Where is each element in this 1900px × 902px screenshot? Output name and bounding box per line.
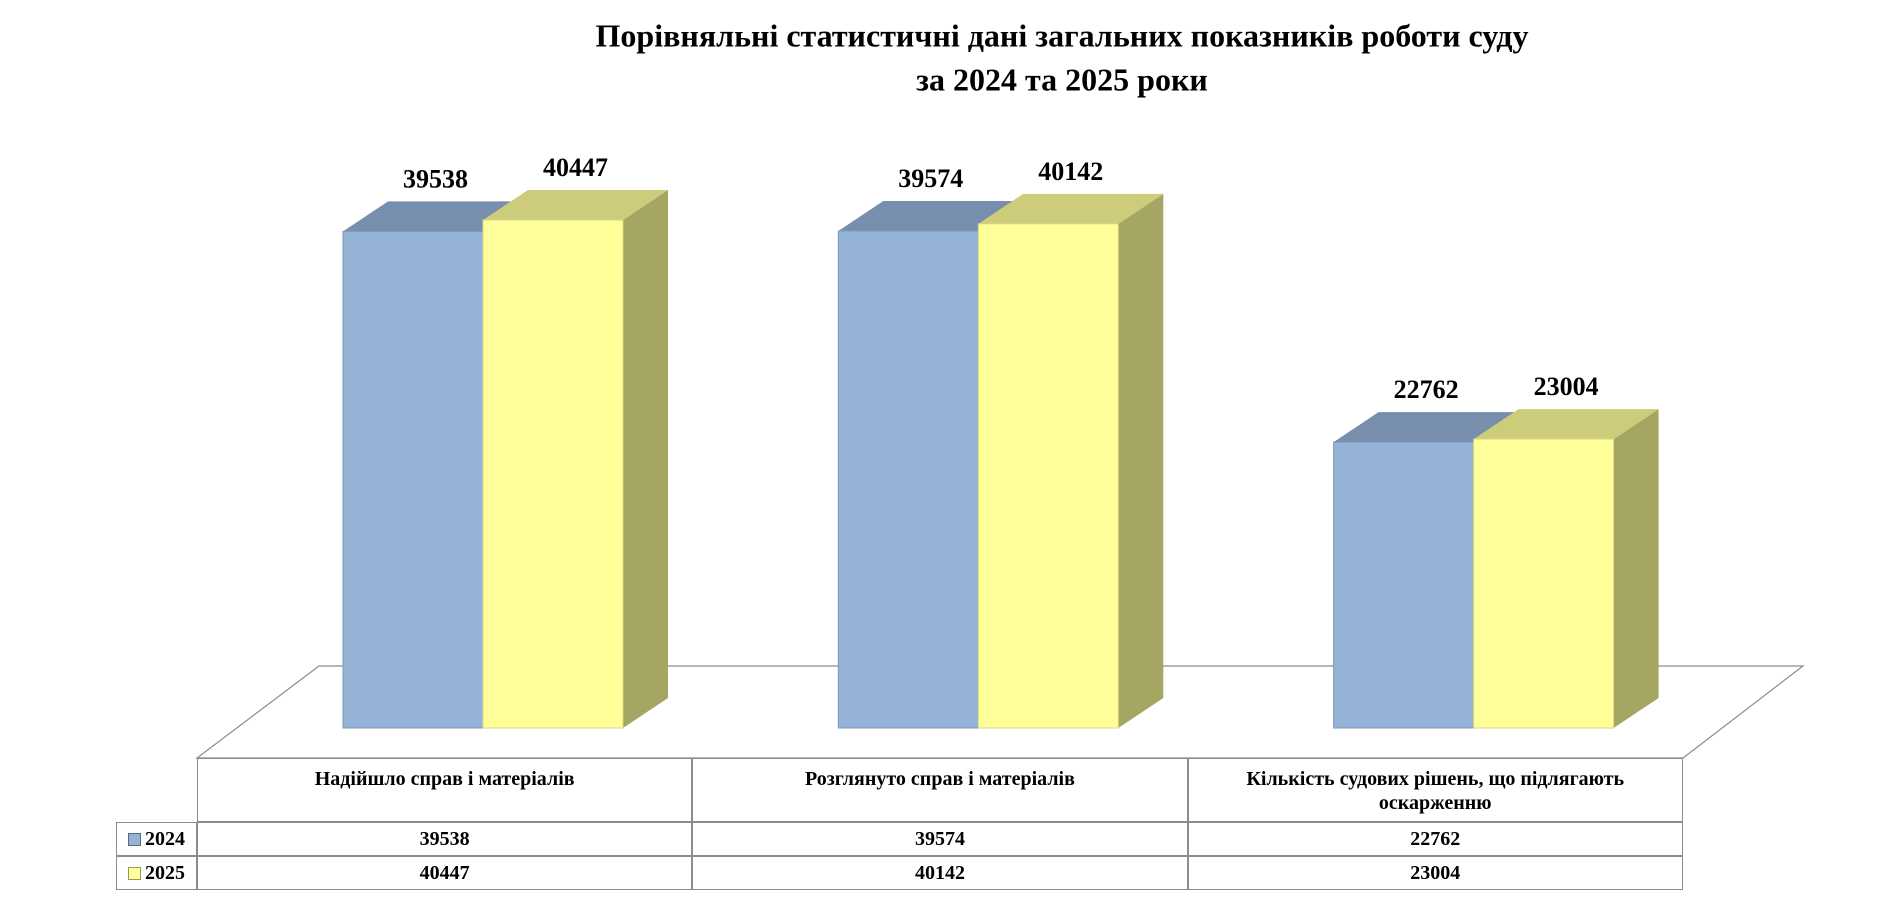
data-label: 39574	[898, 164, 963, 193]
bar	[1473, 438, 1615, 729]
bar-top	[1333, 412, 1519, 443]
data-label: 23004	[1534, 372, 1599, 401]
table-value: 22762	[1187, 822, 1683, 856]
data-label: 39538	[403, 164, 468, 193]
bar-top	[978, 193, 1164, 224]
legend-key	[128, 866, 141, 880]
table-header: Розглянуто справ і матеріалів	[692, 758, 1188, 822]
table-value: 39574	[692, 822, 1188, 856]
bar	[482, 219, 624, 729]
table-header: Надійшло справ і матеріалів	[197, 758, 693, 822]
bar	[837, 230, 979, 729]
bar-side	[623, 190, 668, 728]
table-value: 23004	[1187, 856, 1683, 890]
bar	[1333, 441, 1475, 729]
chart-title: Порівняльні статистичні дані загальних п…	[596, 17, 1529, 53]
bar	[342, 230, 484, 729]
data-label: 40142	[1038, 157, 1103, 186]
bar-top	[343, 201, 528, 232]
chart-subtitle: за 2024 та 2025 роки	[916, 61, 1208, 97]
table-value: 39538	[197, 822, 693, 856]
table-value: 40142	[692, 856, 1188, 890]
legend-entry: 2024	[116, 822, 197, 856]
data-label: 40447	[543, 153, 608, 182]
table-header: Кількість судових рішень, що підлягають …	[1187, 758, 1683, 822]
data-label: 22762	[1394, 375, 1459, 404]
bar-side	[1613, 409, 1659, 728]
bar	[977, 223, 1119, 729]
bar-top	[1473, 409, 1659, 440]
table-value: 40447	[197, 856, 693, 890]
bar-top	[838, 200, 1024, 231]
bar-top	[483, 190, 668, 220]
legend-label: 2025	[145, 862, 185, 884]
legend-label: 2024	[145, 828, 185, 850]
bar-side	[1118, 193, 1164, 728]
legend-entry: 2025	[116, 856, 197, 890]
legend-key	[128, 832, 141, 846]
